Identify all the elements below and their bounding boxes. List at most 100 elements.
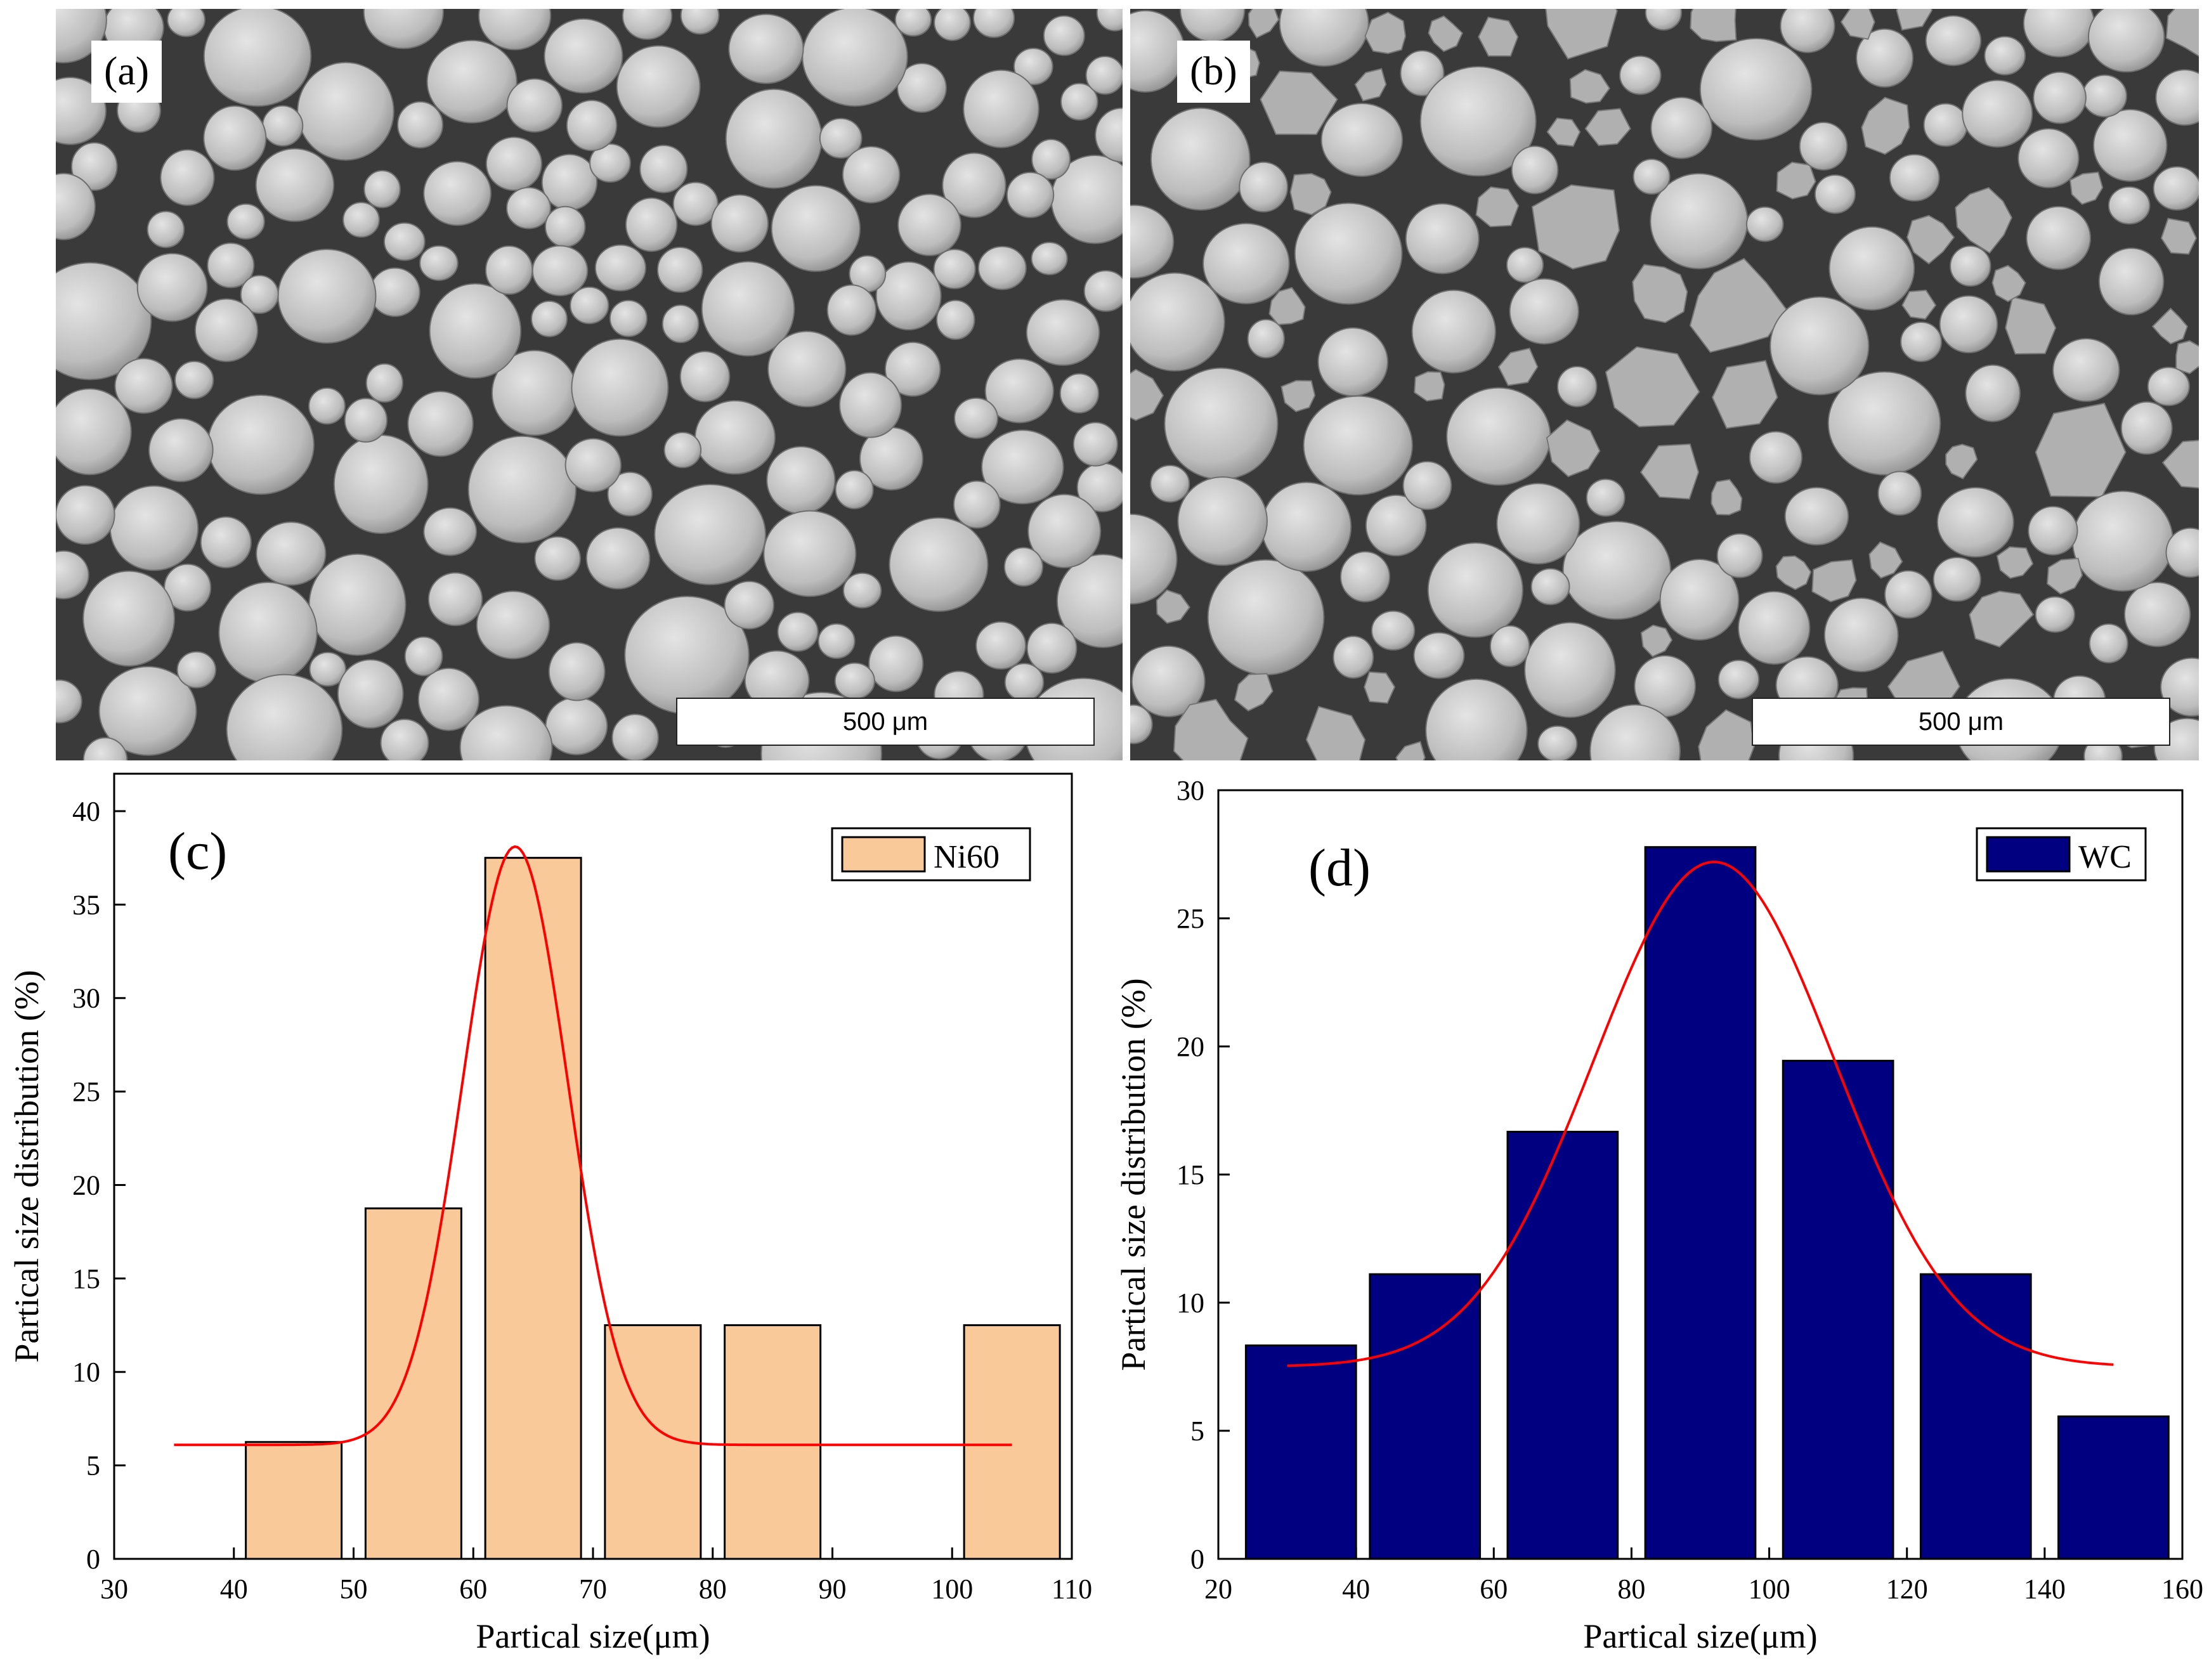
y-tick-label: 25	[1176, 903, 1204, 934]
sem-particle	[710, 194, 769, 253]
bar-3	[1644, 846, 1757, 1560]
sem-particle	[884, 341, 941, 397]
sem-particle	[1031, 242, 1068, 276]
sem-particle	[2151, 307, 2188, 345]
sem-particle	[534, 536, 582, 581]
sem-particle	[1991, 264, 2026, 303]
sem-particle	[1511, 145, 1559, 195]
sem-particle	[2153, 166, 2199, 211]
sem-particle	[1130, 368, 1164, 421]
sem-particles-b	[1130, 9, 2199, 760]
sem-particle	[1823, 597, 1899, 673]
sem-particle	[1530, 568, 1570, 606]
sem-particle	[2017, 128, 2080, 188]
sem-particle	[2005, 296, 2057, 355]
sem-particle	[2093, 108, 2168, 182]
x-tick-label: 70	[579, 1573, 607, 1605]
sem-particle	[1936, 486, 2014, 558]
sem-particle	[656, 247, 703, 293]
sem-particle	[2082, 74, 2128, 118]
sem-particle	[467, 435, 577, 544]
x-tick-label: 80	[699, 1573, 727, 1605]
sem-particle	[1955, 186, 2013, 254]
x-tick-label: 60	[459, 1573, 487, 1605]
sem-particle	[1027, 493, 1102, 568]
sem-particle	[1096, 9, 1123, 32]
sem-particle	[1689, 257, 1787, 353]
sem-particle	[1427, 542, 1523, 638]
x-axis-title: Partical size(μm)	[1583, 1617, 1817, 1655]
legend-label: Ni60	[934, 839, 1000, 875]
sem-particle	[1900, 322, 1943, 362]
sem-particle	[297, 62, 394, 161]
y-tick-label: 10	[72, 1357, 100, 1388]
sem-particle	[1545, 9, 1618, 60]
sem-particle	[935, 299, 975, 340]
sem-particle	[164, 563, 212, 612]
sem-particle	[2155, 69, 2199, 126]
sem-particle	[147, 211, 185, 249]
sem-particle	[972, 9, 1015, 38]
sem-particle	[1496, 483, 1580, 565]
sem-particle	[2161, 440, 2199, 489]
sem-particle	[1509, 278, 1579, 345]
legend-swatch	[1986, 836, 2071, 873]
sem-particles-a	[56, 9, 1123, 760]
y-tick-label: 30	[72, 983, 100, 1014]
sem-particle	[1489, 625, 1530, 667]
sem-particle	[82, 570, 175, 667]
sem-particle	[2123, 582, 2191, 648]
sem-particle	[70, 142, 118, 191]
sem-particle	[1095, 107, 1123, 163]
x-tick-label: 140	[2024, 1573, 2066, 1605]
sem-particle	[1402, 460, 1452, 511]
sem-particle	[1645, 9, 1683, 31]
y-tick-label: 20	[72, 1169, 100, 1201]
sem-particle	[589, 143, 631, 183]
sem-particle	[701, 261, 795, 357]
sem-particle	[1130, 704, 1153, 745]
sem-particle	[1475, 186, 1520, 228]
x-tick-label: 100	[1749, 1573, 1790, 1605]
y-tick-label: 0	[1190, 1544, 1204, 1575]
sem-particle	[1260, 70, 1338, 135]
sem-particle	[897, 63, 947, 113]
sem-particle	[365, 363, 403, 403]
sem-particle	[1164, 367, 1279, 481]
sem-particle	[1531, 184, 1620, 270]
sem-particle	[953, 480, 1001, 529]
sem-particle	[1173, 698, 1249, 760]
sem-particle	[1130, 10, 1185, 93]
sem-particle	[1303, 395, 1413, 496]
sem-particle	[363, 9, 444, 49]
sem-particle	[1537, 725, 1578, 760]
sem-particle	[1131, 645, 1206, 718]
sem-particle	[1589, 704, 1681, 760]
sem-particle	[545, 696, 608, 755]
chart-d: 20 40 60 80 100 120 140 160 0 5 10 15 20 25 30 Partical…	[1107, 761, 2209, 1680]
y-tick-label: 5	[1190, 1416, 1204, 1447]
sem-particle	[1546, 117, 1581, 147]
sem-particle	[625, 197, 678, 252]
sem-particle	[2069, 171, 2104, 205]
x-tick-label: 60	[1480, 1573, 1508, 1605]
fit-curve	[174, 845, 1012, 1447]
sem-particle	[777, 611, 819, 652]
sem-particle	[933, 249, 976, 290]
sem-particle	[1059, 373, 1100, 414]
sem-particle	[771, 185, 861, 272]
sem-particle	[766, 446, 836, 514]
sem-particle	[1320, 103, 1404, 177]
sem-particle	[1659, 559, 1740, 641]
sem-particle	[1085, 56, 1123, 95]
sem-particle	[2026, 205, 2091, 270]
sem-particle	[1268, 287, 1306, 325]
sem-particle	[1738, 590, 1811, 665]
sem-particle	[1405, 203, 1480, 275]
sem-particle	[1317, 327, 1389, 397]
sem-particle	[1632, 159, 1671, 195]
sem-particle	[309, 651, 347, 687]
sem-particle	[1400, 50, 1445, 96]
sem-particle	[1279, 9, 1369, 67]
sem-particle	[981, 429, 1064, 505]
